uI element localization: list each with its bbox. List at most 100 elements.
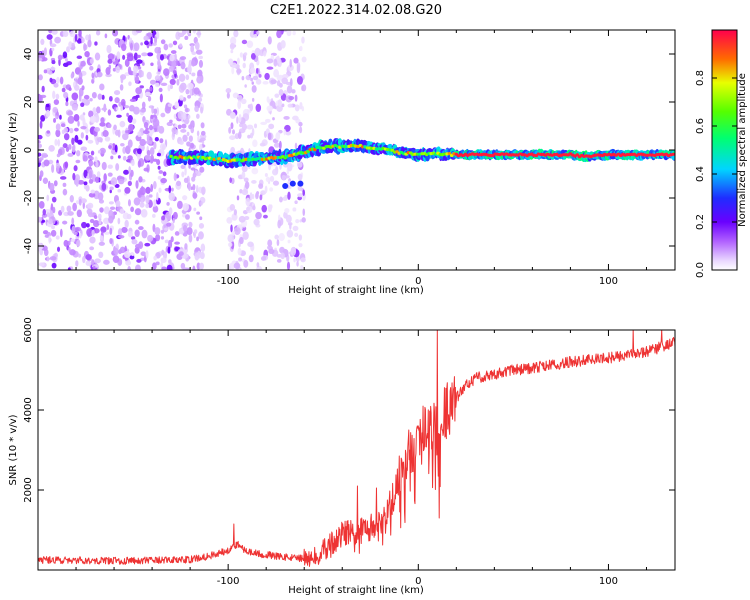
noise-speck — [286, 261, 291, 270]
noise-speck — [160, 112, 166, 118]
noise-speck — [135, 180, 139, 189]
noise-speck — [107, 172, 113, 177]
noise-speck — [274, 234, 279, 240]
noise-speck — [198, 97, 203, 102]
noise-speck — [152, 262, 157, 270]
noise-speck — [260, 256, 267, 261]
noise-speck — [97, 192, 104, 201]
noise-speck — [293, 57, 299, 64]
snr-background — [38, 330, 675, 570]
noise-speck — [239, 188, 243, 194]
noise-speck — [80, 125, 87, 130]
noise-speck — [298, 121, 303, 127]
noise-speck — [233, 209, 238, 216]
noise-speck — [76, 150, 81, 157]
noise-speck — [126, 53, 134, 62]
noise-speck — [229, 42, 235, 50]
noise-speck — [108, 201, 114, 205]
noise-speck — [160, 39, 166, 45]
noise-speck — [267, 36, 272, 45]
noise-speck — [283, 129, 286, 136]
noise-speck — [186, 131, 190, 136]
noise-speck — [297, 173, 303, 181]
noise-speck — [46, 256, 50, 262]
signal-blob — [289, 180, 296, 187]
noise-speck — [88, 192, 96, 198]
noise-speck — [259, 142, 266, 147]
noise-speck — [136, 258, 142, 263]
noise-speck — [38, 216, 43, 223]
noise-speck — [97, 136, 103, 143]
noise-speck — [88, 170, 93, 180]
noise-speck — [124, 187, 131, 194]
noise-speck — [67, 115, 75, 124]
noise-speck — [160, 177, 168, 184]
noise-speck — [50, 43, 57, 48]
noise-speck — [139, 138, 147, 147]
noise-speck — [84, 51, 90, 58]
noise-speck — [179, 140, 184, 145]
noise-speck — [87, 139, 94, 144]
noise-speck — [41, 57, 48, 62]
noise-speck — [196, 32, 202, 36]
noise-speck — [289, 223, 292, 230]
noise-speck — [272, 168, 279, 176]
noise-speck — [192, 265, 196, 270]
noise-speck — [163, 68, 170, 76]
noise-speck — [51, 60, 56, 65]
noise-speck — [169, 54, 175, 62]
noise-speck — [298, 234, 303, 241]
noise-speck — [243, 52, 248, 56]
noise-speck — [276, 80, 281, 87]
noise-speck — [117, 188, 122, 193]
noise-speck — [102, 130, 109, 138]
noise-speck — [193, 207, 197, 212]
noise-speck — [127, 180, 132, 186]
noise-speck — [229, 204, 236, 211]
noise-speck — [104, 136, 111, 142]
noise-speck — [108, 95, 113, 102]
noise-speck — [85, 184, 90, 192]
noise-speck — [71, 225, 76, 234]
noise-speck — [96, 171, 101, 178]
noise-speck — [170, 236, 174, 243]
colorbar-tick-label: 0.4 — [695, 166, 706, 182]
noise-speck — [158, 187, 162, 193]
noise-speck — [124, 219, 129, 228]
noise-speck — [50, 229, 57, 237]
noise-speck — [155, 261, 160, 266]
noise-speck — [179, 95, 184, 101]
noise-speck — [119, 208, 125, 215]
noise-speck — [288, 95, 295, 101]
noise-speck — [133, 52, 138, 61]
noise-speck — [127, 265, 132, 270]
noise-speck — [125, 260, 132, 266]
noise-speck — [230, 224, 233, 233]
noise-speck — [179, 82, 187, 91]
noise-speck — [62, 143, 68, 149]
noise-speck — [71, 137, 75, 146]
noise-speck — [69, 195, 74, 203]
noise-speck — [195, 49, 203, 55]
noise-speck — [70, 238, 76, 243]
noise-speck — [129, 37, 132, 42]
noise-speck — [69, 127, 74, 134]
noise-speck — [258, 183, 264, 189]
noise-speck — [182, 195, 188, 201]
noise-speck — [139, 186, 146, 196]
noise-speck — [38, 262, 45, 267]
noise-speck — [98, 241, 105, 246]
noise-speck — [91, 229, 95, 236]
noise-speck — [250, 52, 256, 60]
noise-speck — [268, 164, 272, 171]
noise-speck — [152, 118, 160, 128]
noise-speck — [77, 139, 83, 145]
noise-speck — [196, 262, 201, 270]
noise-speck — [132, 118, 137, 124]
noise-speck — [196, 113, 200, 119]
noise-speck — [146, 133, 150, 141]
noise-speck — [261, 204, 268, 213]
noise-speck — [157, 165, 161, 170]
noise-speck — [41, 152, 48, 158]
noise-speck — [170, 50, 177, 54]
